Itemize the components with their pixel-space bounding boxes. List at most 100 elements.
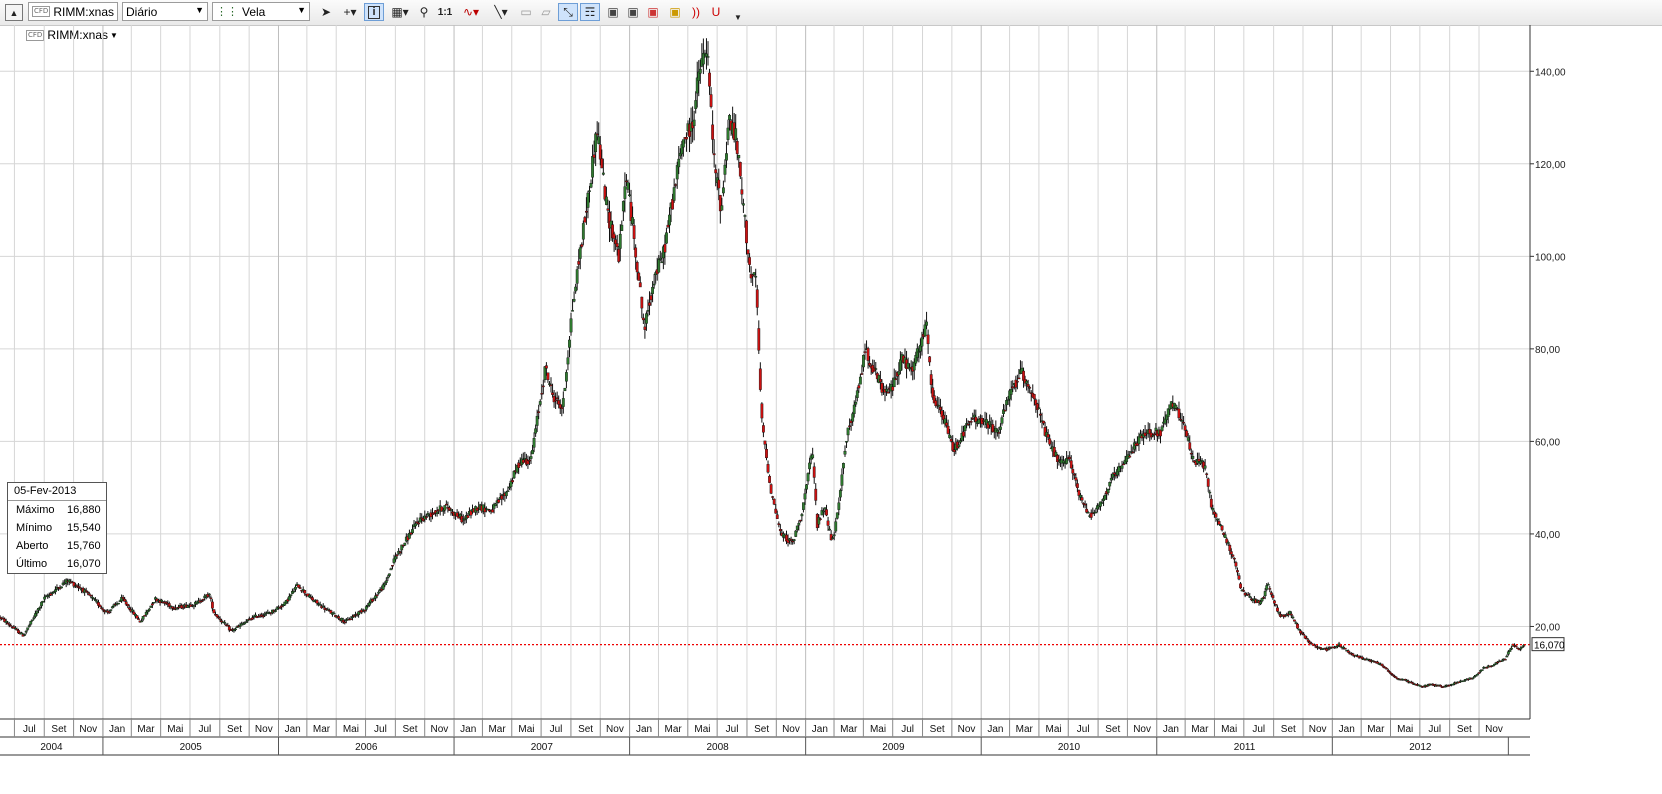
candle: [1035, 402, 1039, 418]
month-label: Nov: [1133, 724, 1151, 735]
eraser-button[interactable]: ▭: [518, 3, 534, 21]
candle: [294, 584, 297, 592]
chart-symbol-label[interactable]: CFD RIMM:xnas ▼: [26, 28, 118, 42]
candle: [1002, 403, 1005, 418]
chart-symbol-text: RIMM:xnas: [47, 28, 108, 42]
month-label: Mai: [1397, 724, 1413, 735]
candle: [392, 554, 396, 565]
chart-window-button-3[interactable]: ▣: [644, 3, 662, 21]
info-toggle-button[interactable]: i: [364, 3, 384, 21]
candle: [762, 422, 765, 438]
period-select[interactable]: Diário ▼: [122, 2, 208, 21]
chart-window-icon: ▣: [607, 5, 619, 19]
candle: [802, 502, 805, 513]
chart-style-select[interactable]: ⋮⋮ Vela ▼: [212, 2, 310, 21]
candle: [1439, 684, 1443, 687]
candle: [657, 255, 661, 273]
candle: [1500, 658, 1504, 662]
cfd-icon: CFD: [32, 6, 51, 17]
candle: [143, 615, 147, 617]
candle: [611, 220, 614, 242]
candle: [1209, 494, 1213, 510]
candle: [1342, 645, 1346, 650]
candle: [974, 409, 978, 430]
crosshair-icon: +▾: [343, 5, 357, 19]
info-label: Último: [16, 558, 48, 570]
line-tool-button[interactable]: ╲▾: [488, 3, 514, 21]
candle: [1291, 615, 1295, 620]
scale-button[interactable]: 1:1: [436, 3, 454, 21]
candle: [1297, 628, 1301, 631]
candle: [1388, 670, 1392, 675]
chart-window-button-2[interactable]: ▣: [624, 3, 642, 21]
line-icon: ╲▾: [494, 5, 508, 19]
candle: [840, 468, 844, 492]
candle: [1246, 592, 1250, 596]
eraser-all-icon: ▱: [541, 5, 551, 19]
more-options-button[interactable]: ▼: [732, 8, 744, 26]
candle: [443, 505, 447, 514]
candle: [543, 365, 547, 383]
zoom-button[interactable]: ⚲: [416, 3, 432, 21]
magnet-button[interactable]: U: [708, 3, 724, 21]
candle: [817, 514, 821, 528]
candle: [698, 59, 702, 84]
grid-icon: ▦▾: [391, 5, 409, 19]
candle: [1226, 540, 1230, 546]
candle: [29, 620, 33, 626]
symbol-field[interactable]: CFD RIMM:xnas: [28, 2, 118, 21]
candle: [110, 605, 114, 609]
grid-toggle-button[interactable]: ▦▾: [388, 3, 412, 21]
candle: [303, 590, 307, 596]
candle: [1228, 543, 1232, 555]
candle: [1080, 495, 1084, 504]
candle: [1302, 632, 1306, 636]
candle: [798, 519, 802, 523]
candle: [1268, 585, 1272, 593]
candle: [1083, 500, 1087, 509]
candle: [1182, 416, 1185, 426]
month-label: Set: [930, 724, 945, 735]
chart-window-button-4[interactable]: ▣: [666, 3, 684, 21]
candle: [1180, 413, 1184, 430]
month-label: Mar: [840, 724, 858, 735]
collapse-toggle-button[interactable]: ▲: [5, 4, 23, 21]
autoscale-button[interactable]: ⤡: [558, 3, 578, 21]
candle: [54, 586, 57, 595]
clear-drawings-button[interactable]: ▱: [538, 3, 554, 21]
candle: [446, 501, 450, 513]
price-chart[interactable]: 16,070 20,00 40,00 60,00 80,00 100,00 120,00 1…: [0, 25, 1662, 794]
candle: [1296, 622, 1299, 629]
crosshair-tool-button[interactable]: +▾: [338, 3, 362, 21]
candle: [760, 402, 764, 423]
candle: [835, 512, 839, 520]
scale-label: 1:1: [437, 6, 453, 18]
wave-icon: ∿▾: [462, 5, 480, 19]
candle: [709, 87, 713, 109]
compare-button[interactable]: ☶: [580, 3, 600, 21]
candle: [546, 372, 550, 383]
candle: [117, 602, 120, 605]
candle: [928, 356, 932, 366]
pointer-tool-button[interactable]: ➤: [318, 3, 334, 21]
chart-window-button-1[interactable]: ▣: [604, 3, 622, 21]
chart-window-yellow-icon: ▣: [669, 5, 681, 19]
candle: [541, 379, 545, 395]
candle: [578, 244, 582, 270]
info-value: 15,760: [67, 540, 101, 552]
candle: [812, 462, 816, 484]
candle: [648, 291, 651, 316]
candle: [251, 615, 254, 620]
indicator-button[interactable]: ∿▾: [458, 3, 484, 21]
candle: [751, 273, 755, 287]
candle: [1319, 647, 1322, 651]
year-label: 2005: [180, 742, 203, 753]
sound-button[interactable]: )): [688, 3, 704, 21]
candle: [1000, 415, 1004, 426]
candle: [1519, 646, 1523, 652]
candle: [829, 530, 833, 541]
month-label: Jul: [550, 724, 563, 735]
month-label: Set: [754, 724, 769, 735]
candle: [828, 526, 831, 531]
candle: [1112, 466, 1116, 481]
